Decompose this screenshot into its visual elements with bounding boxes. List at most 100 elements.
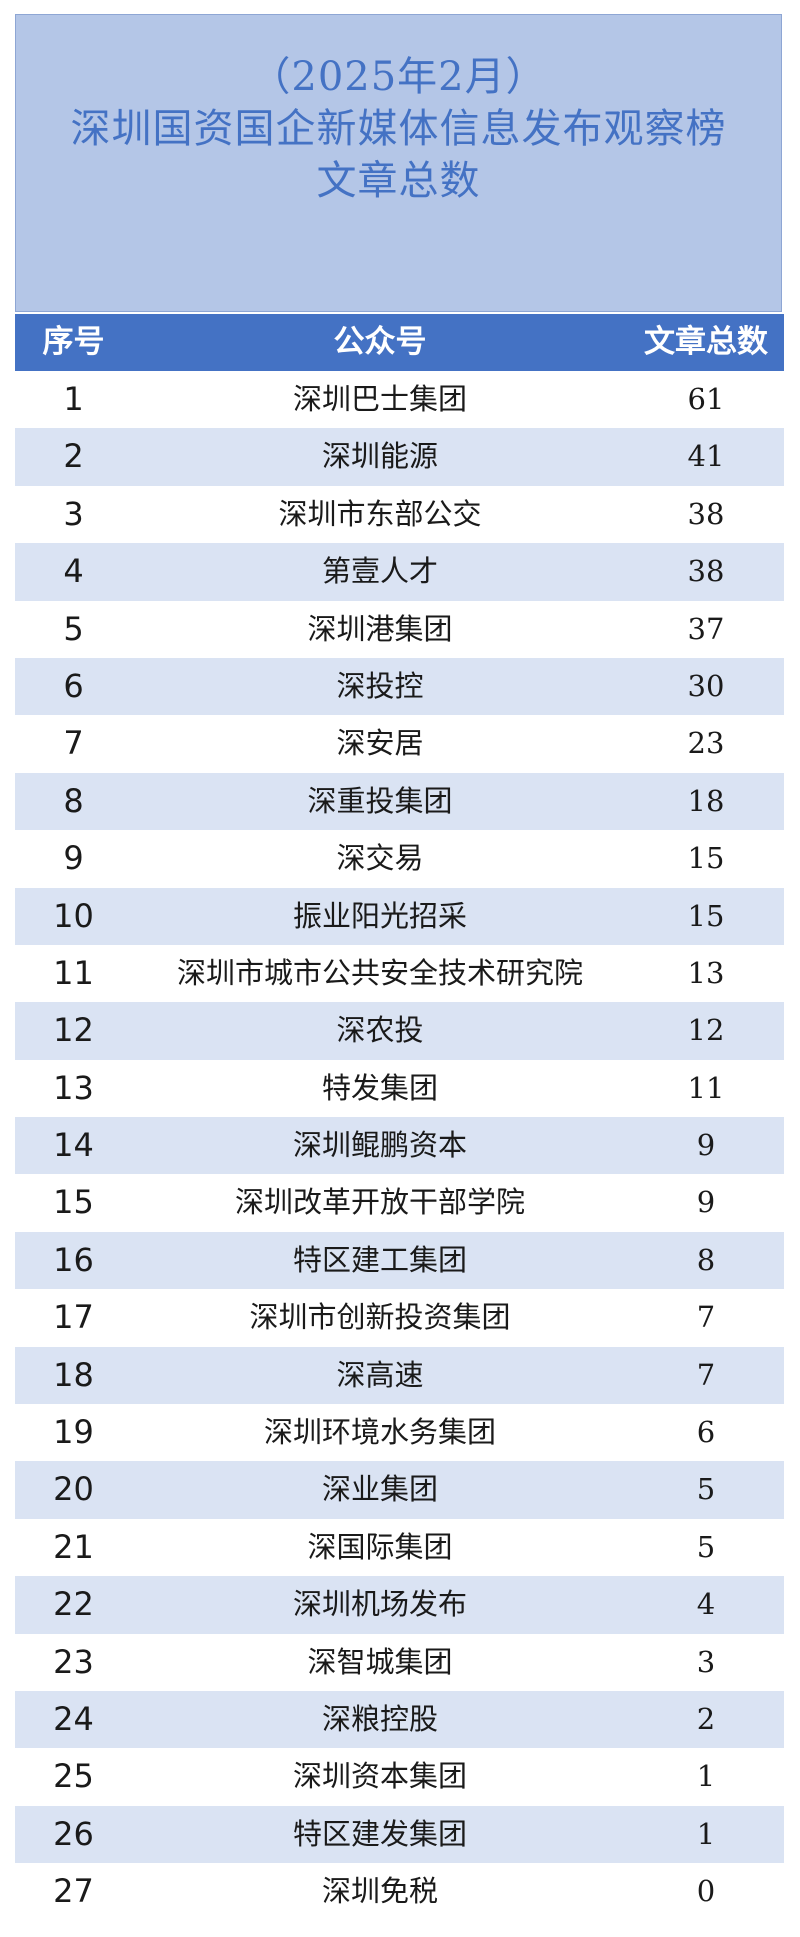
row-account-name: 深粮控股 [321, 1701, 438, 1736]
row-article-count: 9 [696, 1128, 716, 1163]
row-index: 27 [53, 1872, 94, 1911]
title-block: （2025年2月） 深圳国资国企新媒体信息发布观察榜 文章总数 [15, 14, 782, 312]
row-account-name: 深圳市创新投资集团 [249, 1300, 511, 1335]
row-article-count: 11 [687, 1070, 725, 1105]
table-row: 23 深智城集团 3 [15, 1634, 784, 1691]
row-account-name: 深圳港集团 [307, 611, 453, 646]
table-body: 1 深圳巴士集团 61 2 深圳能源 41 3 深圳市东部公交 38 4 第壹人才 38 5 深圳港集团 3… [15, 371, 784, 1921]
row-article-count: 15 [687, 898, 725, 933]
row-account-name: 深高速 [336, 1357, 424, 1392]
column-header-account: 公众号 [333, 324, 427, 360]
row-account-name: 深智城集团 [307, 1644, 453, 1679]
row-account-name: 深圳市东部公交 [278, 496, 482, 531]
table-row: 6 深投控 30 [15, 657, 784, 716]
table-row: 21 深国际集团 5 [15, 1519, 784, 1576]
row-account-name: 深圳环境水务集团 [263, 1415, 496, 1450]
row-account-name: 深圳改革开放干部学院 [234, 1185, 525, 1220]
row-article-count: 30 [687, 668, 725, 703]
row-account-name: 深圳鲲鹏资本 [292, 1128, 467, 1163]
table-row: 4 第壹人才 38 [15, 543, 784, 601]
table-row: 12 深农投 12 [15, 1002, 784, 1060]
row-account-name: 深圳能源 [321, 439, 438, 474]
row-index: 8 [63, 781, 84, 820]
table-row: 13 特发集团 11 [15, 1060, 784, 1117]
row-index: 26 [53, 1814, 94, 1853]
row-index: 17 [53, 1298, 94, 1337]
row-index: 13 [53, 1068, 94, 1107]
row-index: 11 [53, 953, 94, 992]
row-article-count: 38 [687, 496, 725, 531]
row-article-count: 2 [696, 1701, 716, 1736]
row-account-name: 深圳免税 [321, 1874, 438, 1909]
table-row: 9 深交易 15 [15, 830, 784, 887]
row-account-name: 第壹人才 [321, 554, 438, 589]
table-row: 3 深圳市东部公交 38 [15, 486, 784, 543]
row-account-name: 特区建发集团 [292, 1816, 467, 1851]
table-row: 8 深重投集团 18 [15, 772, 784, 831]
row-account-name: 深农投 [336, 1013, 424, 1048]
table-row: 7 深安居 23 [15, 715, 784, 772]
row-article-count: 1 [696, 1816, 716, 1851]
row-article-count: 0 [696, 1874, 716, 1909]
table-row: 22 深圳机场发布 4 [15, 1576, 784, 1634]
table-row: 5 深圳港集团 37 [15, 601, 784, 658]
row-index: 19 [53, 1413, 94, 1452]
row-article-count: 6 [696, 1415, 716, 1450]
row-article-count: 38 [687, 554, 725, 589]
table-row: 25 深圳资本集团 1 [15, 1748, 784, 1805]
row-account-name: 深圳巴士集团 [292, 382, 467, 416]
row-index: 14 [53, 1126, 94, 1165]
row-article-count: 3 [696, 1644, 716, 1679]
row-account-name: 深重投集团 [307, 783, 453, 818]
column-header-row: 序号 公众号 文章总数 [15, 314, 784, 371]
table-row: 2 深圳能源 41 [15, 428, 784, 486]
title-metric: 文章总数 [316, 158, 481, 204]
row-index: 7 [63, 724, 84, 763]
row-index: 9 [63, 839, 84, 878]
table-row: 20 深业集团 5 [15, 1461, 784, 1519]
row-index: 20 [53, 1470, 94, 1509]
row-index: 24 [53, 1699, 94, 1738]
row-index: 12 [53, 1011, 94, 1050]
table-row: 17 深圳市创新投资集团 7 [15, 1289, 784, 1346]
row-article-count: 23 [687, 726, 725, 761]
row-article-count: 13 [687, 955, 725, 990]
row-article-count: 5 [696, 1472, 716, 1507]
table-row: 15 深圳改革开放干部学院 9 [15, 1174, 784, 1231]
row-article-count: 4 [696, 1587, 716, 1622]
table-row: 14 深圳鲲鹏资本 9 [15, 1117, 784, 1175]
row-article-count: 18 [687, 783, 725, 818]
row-article-count: 12 [687, 1013, 725, 1048]
row-article-count: 15 [687, 841, 725, 876]
title-main: 深圳国资国企新媒体信息发布观察榜 [70, 106, 727, 152]
row-index: 2 [63, 437, 84, 476]
row-index: 23 [53, 1642, 94, 1681]
table-row: 27 深圳免税 0 [15, 1863, 784, 1920]
table-row: 16 特区建工集团 8 [15, 1231, 784, 1290]
row-index: 3 [63, 494, 84, 533]
title-date: （2025年2月） [250, 54, 547, 100]
row-account-name: 深业集团 [321, 1472, 438, 1507]
row-article-count: 5 [696, 1529, 716, 1564]
row-account-name: 深投控 [336, 668, 424, 703]
row-article-count: 37 [687, 611, 725, 646]
row-index: 6 [63, 666, 84, 705]
table-row: 26 特区建发集团 1 [15, 1805, 784, 1864]
column-header-count: 文章总数 [644, 324, 768, 360]
row-account-name: 深圳资本集团 [292, 1759, 467, 1794]
row-account-name: 振业阳光招采 [292, 898, 467, 933]
row-account-name: 深安居 [336, 726, 424, 761]
row-account-name: 特区建工集团 [292, 1242, 467, 1277]
row-index: 4 [63, 552, 84, 591]
row-account-name: 深圳市城市公共安全技术研究院 [176, 955, 583, 990]
row-article-count: 9 [696, 1185, 716, 1220]
ranking-table: （2025年2月） 深圳国资国企新媒体信息发布观察榜 文章总数 序号 公众号 文… [15, 14, 784, 1919]
row-account-name: 特发集团 [321, 1070, 438, 1105]
row-index: 10 [53, 896, 94, 935]
row-index: 1 [63, 380, 84, 418]
column-header-index: 序号 [42, 324, 105, 360]
row-account-name: 深国际集团 [307, 1529, 453, 1564]
row-article-count: 41 [687, 439, 725, 474]
row-account-name: 深交易 [336, 841, 424, 876]
row-article-count: 7 [696, 1300, 716, 1335]
